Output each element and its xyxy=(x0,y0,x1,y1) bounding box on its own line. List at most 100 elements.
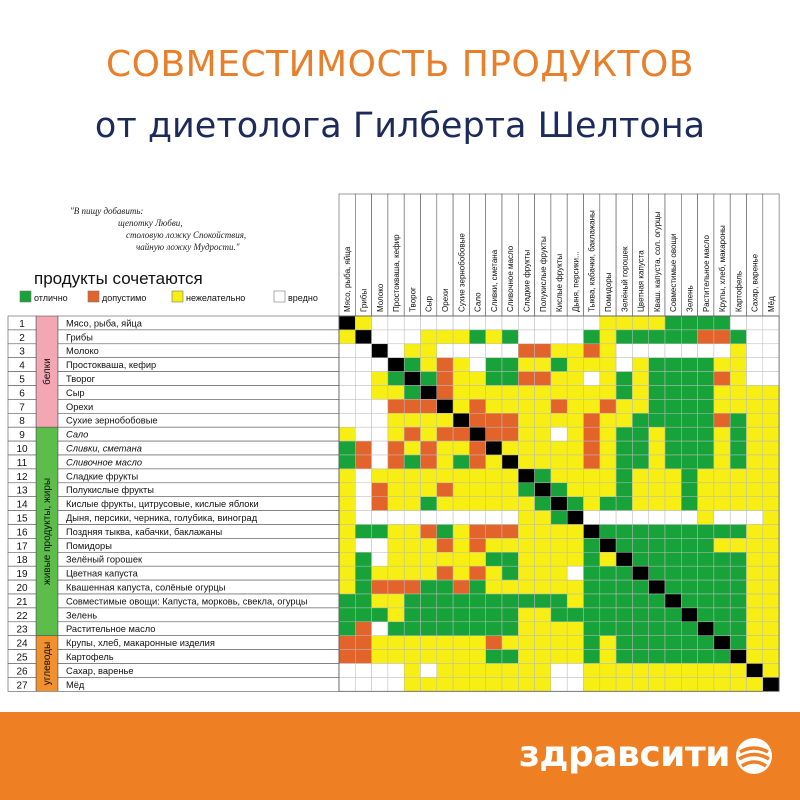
matrix-cell xyxy=(583,649,601,664)
matrix-cell xyxy=(729,552,747,567)
matrix-cell xyxy=(648,635,666,650)
matrix-cell xyxy=(713,565,731,581)
matrix-cell xyxy=(469,635,486,650)
matrix-cell xyxy=(664,510,682,525)
matrix-cell xyxy=(681,538,698,553)
matrix-cell xyxy=(403,454,421,470)
matrix-cell xyxy=(550,343,568,358)
row-label-cell xyxy=(57,343,340,359)
matrix-cell xyxy=(387,552,405,567)
matrix-cell xyxy=(485,315,503,331)
matrix-cell xyxy=(550,482,568,497)
matrix-cell xyxy=(387,371,405,386)
matrix-cell xyxy=(436,677,454,692)
matrix-cell xyxy=(566,315,584,331)
matrix-cell xyxy=(518,649,535,664)
legend-swatch xyxy=(273,290,286,303)
page-subtitle: от диетолога Гилберта Шелтона xyxy=(94,106,706,146)
matrix-cell xyxy=(550,454,568,470)
matrix-cell xyxy=(632,315,649,331)
matrix-cell xyxy=(583,621,601,636)
matrix-cell xyxy=(355,677,372,692)
matrix-cell xyxy=(338,524,356,539)
matrix-cell xyxy=(762,552,780,567)
matrix-cell xyxy=(664,538,682,553)
matrix-cell xyxy=(387,663,405,678)
matrix-cell xyxy=(762,399,780,414)
matrix-cell xyxy=(355,552,372,567)
matrix-cell xyxy=(355,329,372,345)
matrix-cell xyxy=(599,357,617,372)
matrix-cell xyxy=(436,426,454,442)
matrix-cell xyxy=(485,413,503,428)
matrix-cell xyxy=(387,649,405,664)
matrix-cell xyxy=(664,496,682,511)
matrix-cell xyxy=(583,538,601,553)
matrix-cell xyxy=(485,329,503,345)
matrix-cell xyxy=(632,579,649,595)
matrix-cell xyxy=(697,343,715,358)
matrix-cell xyxy=(632,635,649,650)
matrix-cell xyxy=(746,399,764,414)
matrix-cell xyxy=(485,343,503,358)
matrix-cell xyxy=(403,426,421,442)
matrix-cell xyxy=(550,552,568,567)
row-label-cell xyxy=(57,607,340,623)
matrix-cell xyxy=(452,565,470,581)
matrix-cell xyxy=(550,468,568,484)
row-number: 16 xyxy=(16,527,28,538)
matrix-cell xyxy=(371,607,389,623)
matrix-cell xyxy=(729,663,747,678)
column-label: Тыква, кабачки, баклажаны xyxy=(588,210,597,312)
matrix-cell xyxy=(338,579,356,595)
matrix-cell xyxy=(713,552,731,567)
matrix-cell xyxy=(338,385,356,400)
matrix-cell xyxy=(338,315,356,331)
matrix-cell xyxy=(681,440,698,456)
matrix-cell xyxy=(534,413,552,428)
matrix-cell xyxy=(420,399,438,414)
matrix-cell xyxy=(746,496,764,511)
matrix-cell xyxy=(403,524,421,539)
column-label: Орехи xyxy=(441,289,450,312)
brand-logo-icon xyxy=(736,738,772,774)
matrix-cell xyxy=(583,426,601,442)
matrix-cell xyxy=(485,538,503,553)
matrix-cell xyxy=(338,371,356,386)
row-number: 15 xyxy=(16,514,28,525)
matrix-cell xyxy=(681,315,698,331)
matrix-cell xyxy=(371,649,389,664)
matrix-cell xyxy=(518,329,535,345)
matrix-cell xyxy=(436,440,454,456)
row-label: Цветная капуста xyxy=(66,569,139,579)
matrix-cell xyxy=(518,677,535,692)
matrix-cell xyxy=(355,538,372,553)
matrix-cell xyxy=(729,426,747,442)
matrix-cell xyxy=(387,482,405,497)
matrix-cell xyxy=(550,579,568,595)
row-number: 7 xyxy=(19,402,25,413)
matrix-cell xyxy=(355,524,372,539)
matrix-cell xyxy=(713,357,731,372)
matrix-cell xyxy=(648,413,666,428)
matrix-cell xyxy=(550,413,568,428)
matrix-cell xyxy=(648,621,666,636)
matrix-cell xyxy=(403,538,421,553)
legend-label: нежелательно xyxy=(186,293,245,303)
matrix-cell xyxy=(501,371,519,386)
matrix-cell xyxy=(648,468,666,484)
matrix-cell xyxy=(518,663,535,678)
row-label: Зелень xyxy=(66,610,97,620)
matrix-cell xyxy=(452,315,470,331)
matrix-cell xyxy=(534,315,552,331)
matrix-cell xyxy=(371,565,389,581)
matrix-cell xyxy=(534,357,552,372)
matrix-cell xyxy=(664,413,682,428)
matrix-cell xyxy=(697,440,715,456)
matrix-cell xyxy=(648,607,666,623)
matrix-cell xyxy=(664,426,682,442)
matrix-cell xyxy=(713,510,731,525)
matrix-cell xyxy=(648,677,666,692)
matrix-cell xyxy=(485,371,503,386)
group-label: белки xyxy=(41,358,53,385)
